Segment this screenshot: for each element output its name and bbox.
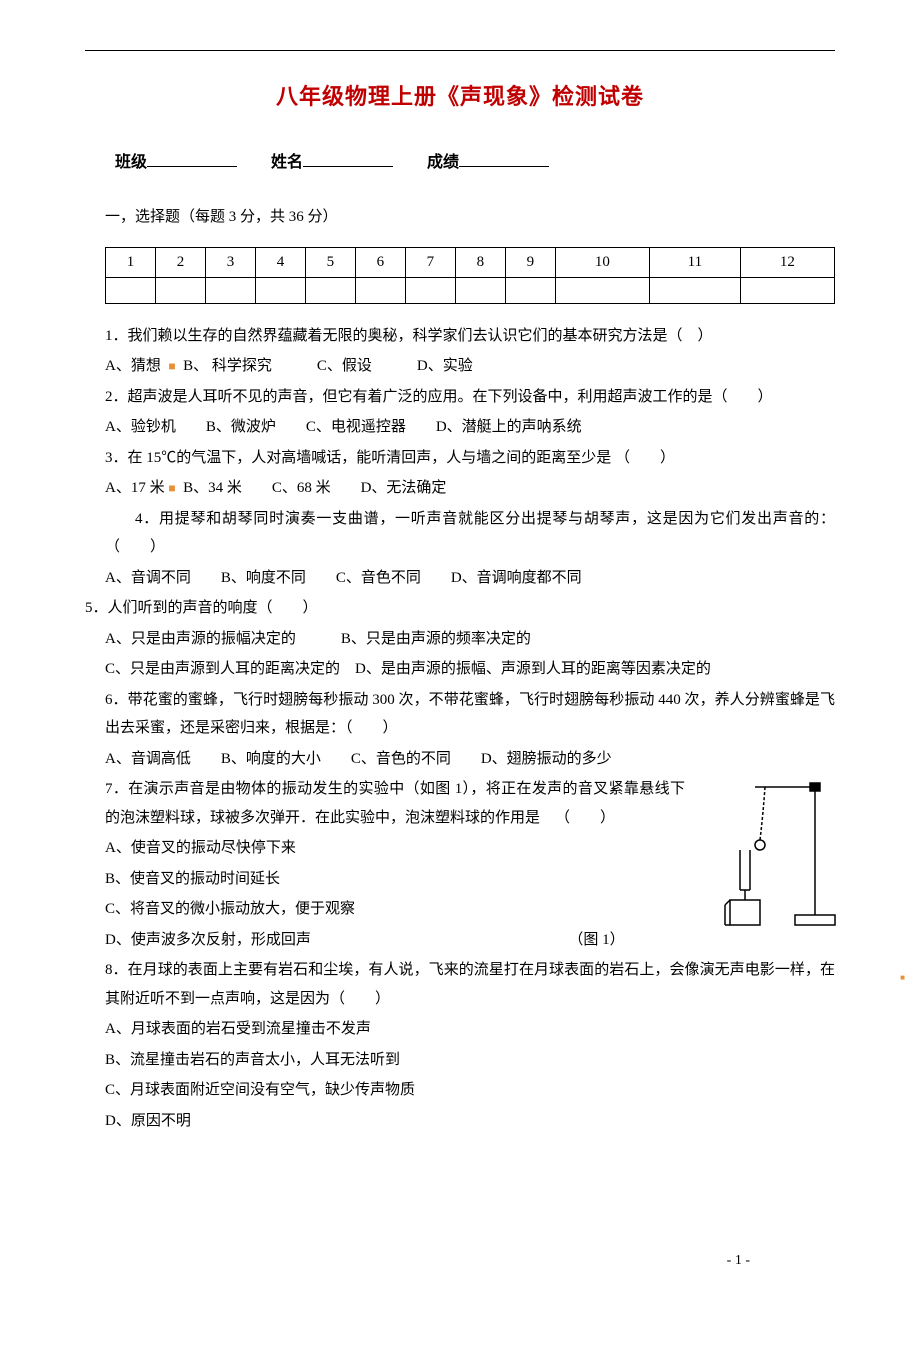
top-horizontal-rule: [85, 50, 835, 51]
question-5-options-ab: A、只是由声源的振幅决定的 B、只是由声源的频率决定的: [105, 625, 835, 654]
q1-opts-rest: B、 科学探究 C、假设 D、实验: [183, 358, 473, 374]
section-1-heading: 一，选择题（每题 3 分，共 36 分）: [105, 203, 835, 232]
exam-title: 八年级物理上册《声现象》检测试卷: [85, 76, 835, 118]
name-blank[interactable]: [303, 166, 393, 167]
table-answer-cell[interactable]: [455, 277, 505, 303]
class-label: 班级: [115, 154, 147, 171]
figure-1-label: （图 1）: [568, 932, 624, 948]
table-answer-cell[interactable]: [649, 277, 740, 303]
question-8-option-d: D、原因不明: [105, 1107, 835, 1136]
class-blank[interactable]: [147, 166, 237, 167]
answer-table: 1 2 3 4 5 6 7 8 9 10 11 12: [105, 247, 835, 304]
table-answer-cell[interactable]: [555, 277, 649, 303]
question-1-options: A、猜想 ■ B、 科学探究 C、假设 D、实验: [105, 352, 835, 381]
q3-opts-rest: B、34 米 C、68 米 D、无法确定: [183, 480, 446, 496]
question-5-options-cd: C、只是由声源到人耳的距离决定的 D、是由声源的振幅、声源到人耳的距离等因素决定…: [105, 655, 835, 684]
table-header-cell: 10: [555, 247, 649, 277]
table-answer-row: [106, 277, 835, 303]
question-2: 2．超声波是人耳听不见的声音，但它有着广泛的应用。在下列设备中，利用超声波工作的…: [105, 383, 835, 412]
table-header-cell: 7: [405, 247, 455, 277]
question-8-option-c: C、月球表面附近空间没有空气，缺少传声物质: [105, 1076, 835, 1105]
question-4-options: A、音调不同 B、响度不同 C、音色不同 D、音调响度都不同: [105, 564, 835, 593]
question-6-options: A、音调高低 B、响度的大小 C、音色的不同 D、翅膀振动的多少: [105, 745, 835, 774]
table-answer-cell[interactable]: [255, 277, 305, 303]
question-3: 3．在 15℃的气温下，人对高墙喊话，能听清回声，人与墙之间的距离至少是 （ ）: [105, 444, 835, 473]
table-header-cell: 9: [505, 247, 555, 277]
question-3-options: A、17 米 ■ B、34 米 C、68 米 D、无法确定: [105, 474, 835, 503]
name-label: 姓名: [271, 154, 303, 171]
question-7-wrap: 7．在演示声音是由物体的振动发生的实验中（如图 1），将正在发声的音叉紧靠悬线下…: [85, 775, 835, 954]
page-number: - 1 -: [727, 1248, 750, 1275]
question-8: 8．在月球的表面上主要有岩石和尘埃，有人说，飞来的流星打在月球表面的岩石上，会像…: [105, 956, 835, 1013]
table-header-cell: 4: [255, 247, 305, 277]
margin-mark-icon: ■: [900, 970, 905, 985]
question-1: 1．我们赖以生存的自然界蕴藏着无限的奥秘，科学家们去认识它们的基本研究方法是（ …: [105, 322, 835, 351]
table-header-cell: 2: [155, 247, 205, 277]
dot-mark-icon: ■: [168, 359, 175, 373]
dot-mark-icon: ■: [168, 481, 175, 495]
student-info-line: 班级 姓名 成绩: [115, 148, 835, 178]
table-answer-cell[interactable]: [405, 277, 455, 303]
table-header-cell: 3: [205, 247, 255, 277]
q3-opt-a: A、17 米: [105, 480, 165, 496]
table-header-cell: 1: [106, 247, 156, 277]
question-8-option-b: B、流星撞击岩石的声音太小，人耳无法听到: [105, 1046, 835, 1075]
table-answer-cell[interactable]: [355, 277, 405, 303]
q1-opts-text: A、猜想: [105, 358, 161, 374]
question-5: 5．人们听到的声音的响度（ ）: [85, 594, 835, 623]
table-header-cell: 12: [740, 247, 834, 277]
question-4: 4．用提琴和胡琴同时演奏一支曲谱，一听声音就能区分出提琴与胡琴声，这是因为它们发…: [105, 505, 835, 562]
table-header-row: 1 2 3 4 5 6 7 8 9 10 11 12: [106, 247, 835, 277]
table-answer-cell[interactable]: [305, 277, 355, 303]
table-header-cell: 6: [355, 247, 405, 277]
table-answer-cell[interactable]: [155, 277, 205, 303]
table-answer-cell[interactable]: [505, 277, 555, 303]
question-2-options: A、验钞机 B、微波炉 C、电视遥控器 D、潜艇上的声呐系统: [105, 413, 835, 442]
q7-d-text: D、使声波多次反射，形成回声: [105, 932, 311, 948]
figure-1-diagram: [715, 775, 845, 935]
table-answer-cell[interactable]: [740, 277, 834, 303]
table-answer-cell[interactable]: [205, 277, 255, 303]
score-blank[interactable]: [459, 166, 549, 167]
table-answer-cell[interactable]: [106, 277, 156, 303]
question-8-option-a: A、月球表面的岩石受到流星撞击不发声: [105, 1015, 835, 1044]
page-wrapper: 八年级物理上册《声现象》检测试卷 班级 姓名 成绩 一，选择题（每题 3 分，共…: [85, 50, 835, 1300]
table-header-cell: 8: [455, 247, 505, 277]
score-label: 成绩: [427, 154, 459, 171]
table-header-cell: 11: [649, 247, 740, 277]
table-header-cell: 5: [305, 247, 355, 277]
question-6: 6．带花蜜的蜜蜂，飞行时翅膀每秒振动 300 次，不带花蜜蜂，飞行时翅膀每秒振动…: [105, 686, 835, 743]
